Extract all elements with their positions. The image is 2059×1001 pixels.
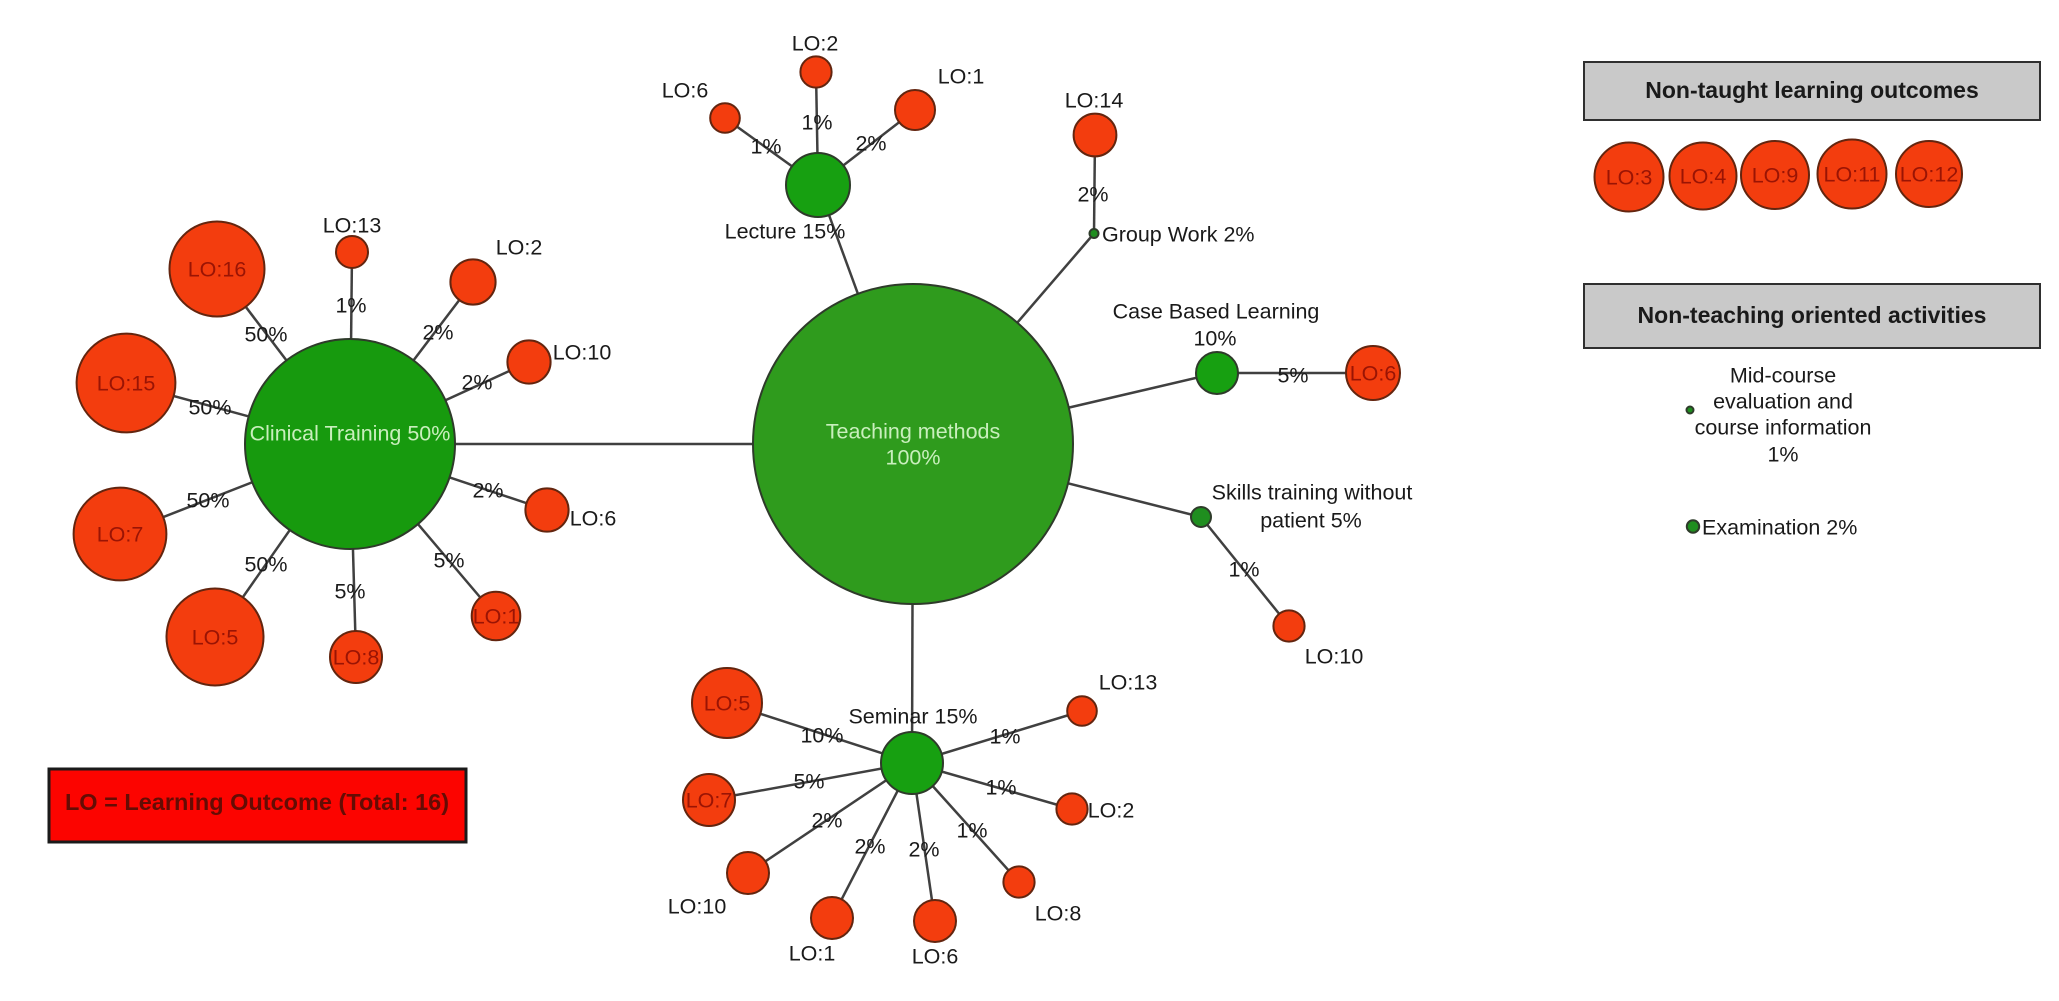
svg-text:evaluation and: evaluation and	[1713, 390, 1853, 414]
svg-text:1%: 1%	[985, 776, 1016, 800]
svg-text:LO:1: LO:1	[938, 65, 985, 89]
svg-text:LO:9: LO:9	[1752, 164, 1799, 188]
svg-text:2%: 2%	[1077, 183, 1108, 207]
svg-text:LO:4: LO:4	[1680, 165, 1727, 189]
svg-text:50%: 50%	[186, 489, 229, 513]
svg-text:LO:13: LO:13	[1099, 671, 1158, 695]
svg-text:1%: 1%	[1767, 443, 1798, 467]
svg-text:Non-teaching oriented activiti: Non-teaching oriented activities	[1638, 302, 1987, 328]
svg-text:LO:5: LO:5	[192, 626, 239, 650]
svg-text:LO:3: LO:3	[1606, 166, 1653, 190]
svg-text:LO:7: LO:7	[97, 523, 144, 547]
svg-text:LO:16: LO:16	[188, 258, 247, 282]
svg-text:LO:6: LO:6	[662, 79, 709, 103]
svg-text:course information: course information	[1695, 416, 1872, 440]
svg-text:5%: 5%	[1277, 364, 1308, 388]
svg-text:2%: 2%	[422, 321, 453, 345]
svg-text:LO:10: LO:10	[553, 341, 612, 365]
svg-text:LO:2: LO:2	[496, 236, 543, 260]
svg-text:10%: 10%	[800, 724, 843, 748]
svg-text:LO:1: LO:1	[473, 605, 520, 629]
svg-text:LO:1: LO:1	[789, 942, 836, 966]
svg-text:5%: 5%	[433, 549, 464, 573]
svg-text:2%: 2%	[461, 371, 492, 395]
svg-text:LO:6: LO:6	[570, 507, 617, 531]
svg-text:LO:5: LO:5	[704, 692, 751, 716]
svg-text:LO:10: LO:10	[668, 895, 727, 919]
svg-text:LO = Learning Outcome (Total:: LO = Learning Outcome (Total: 16)	[65, 789, 449, 815]
svg-text:LO:13: LO:13	[323, 214, 382, 238]
svg-text:5%: 5%	[793, 770, 824, 794]
svg-text:1%: 1%	[956, 819, 987, 843]
svg-text:10%: 10%	[1193, 327, 1236, 351]
svg-text:LO:11: LO:11	[1824, 163, 1881, 187]
svg-text:LO:14: LO:14	[1065, 89, 1124, 113]
svg-text:2%: 2%	[854, 835, 885, 859]
svg-text:Clinical Training 50%: Clinical Training 50%	[250, 422, 451, 446]
svg-text:1%: 1%	[1228, 558, 1259, 582]
svg-text:Examination 2%: Examination 2%	[1702, 516, 1857, 540]
svg-text:2%: 2%	[472, 479, 503, 503]
svg-text:50%: 50%	[244, 553, 287, 577]
svg-text:Mid-course: Mid-course	[1730, 364, 1836, 388]
svg-text:1%: 1%	[335, 294, 366, 318]
svg-text:1%: 1%	[801, 111, 832, 135]
svg-text:Skills training without: Skills training without	[1212, 481, 1413, 505]
svg-text:LO:8: LO:8	[1035, 902, 1082, 926]
svg-text:100%: 100%	[886, 446, 941, 470]
svg-text:50%: 50%	[244, 323, 287, 347]
svg-text:5%: 5%	[334, 580, 365, 604]
svg-text:LO:2: LO:2	[1088, 799, 1135, 823]
svg-text:LO:10: LO:10	[1305, 645, 1364, 669]
svg-text:Lecture 15%: Lecture 15%	[725, 220, 846, 244]
svg-text:LO:7: LO:7	[686, 789, 733, 813]
svg-text:Group Work 2%: Group Work 2%	[1102, 223, 1255, 247]
svg-text:LO:15: LO:15	[97, 372, 156, 396]
svg-text:1%: 1%	[750, 135, 781, 159]
svg-text:LO:6: LO:6	[1350, 362, 1397, 386]
svg-text:Seminar 15%: Seminar 15%	[848, 705, 977, 729]
svg-text:2%: 2%	[811, 809, 842, 833]
svg-text:50%: 50%	[188, 396, 231, 420]
svg-text:LO:8: LO:8	[333, 646, 380, 670]
svg-text:LO:6: LO:6	[912, 945, 959, 969]
svg-text:Case Based Learning: Case Based Learning	[1113, 300, 1320, 324]
svg-text:Non-taught learning outcomes: Non-taught learning outcomes	[1645, 77, 1979, 103]
svg-text:1%: 1%	[989, 725, 1020, 749]
svg-text:Teaching methods: Teaching methods	[826, 420, 1001, 444]
svg-text:2%: 2%	[855, 132, 886, 156]
svg-text:patient 5%: patient 5%	[1260, 509, 1362, 533]
svg-text:2%: 2%	[908, 838, 939, 862]
svg-text:LO:2: LO:2	[792, 32, 839, 56]
svg-text:LO:12: LO:12	[1900, 163, 1959, 187]
